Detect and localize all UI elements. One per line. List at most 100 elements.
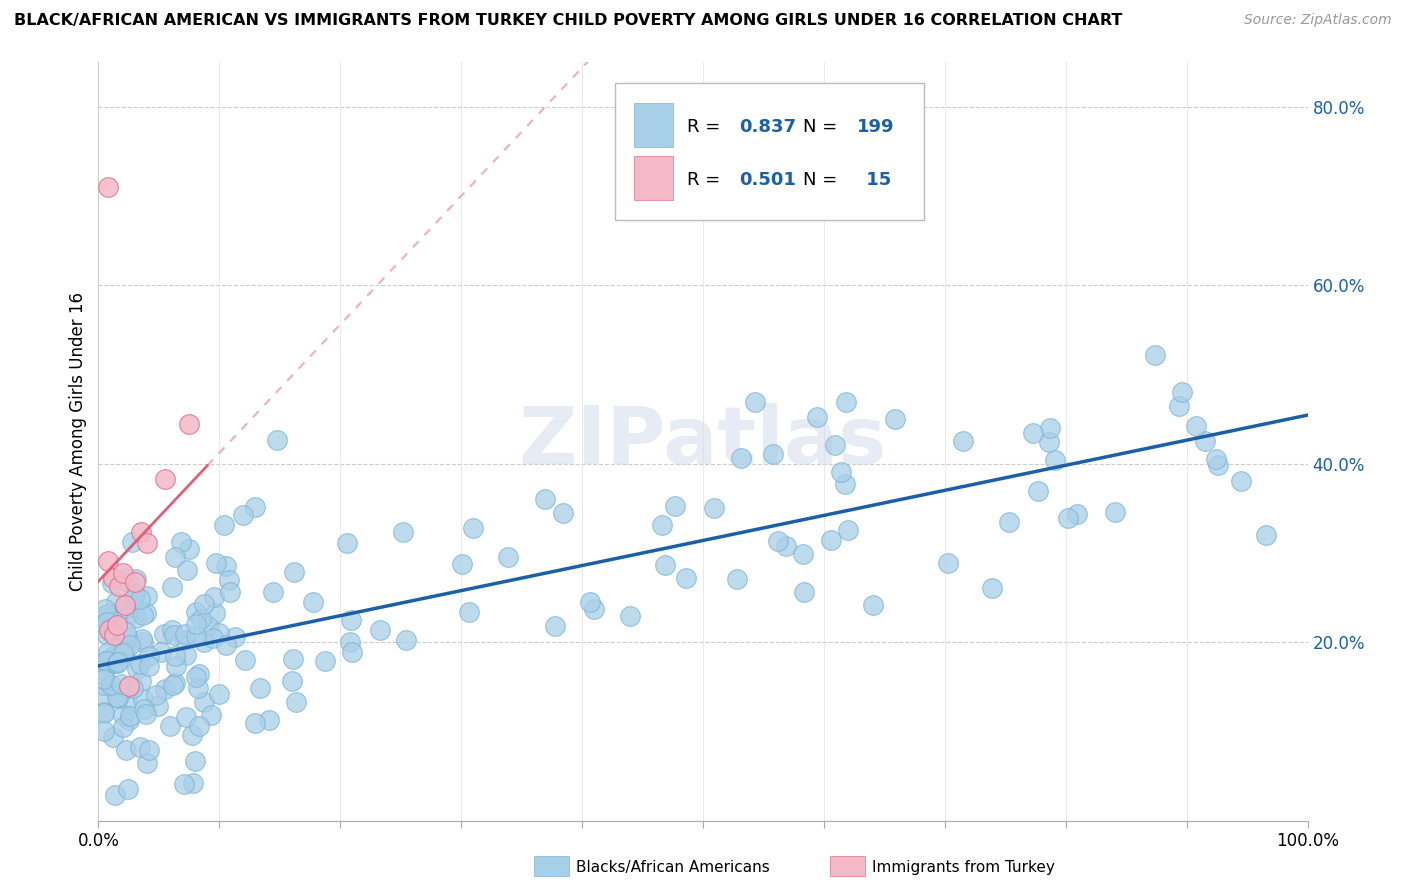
Y-axis label: Child Poverty Among Girls Under 16: Child Poverty Among Girls Under 16: [69, 292, 87, 591]
Point: [368, 624, 391, 638]
Point: [97, 554, 120, 568]
Point: [1045, 452, 1067, 467]
Point: [551, 506, 574, 520]
Point: [792, 585, 814, 599]
Point: [115, 742, 138, 756]
Point: [952, 434, 974, 448]
Point: [179, 417, 201, 431]
Point: [218, 584, 240, 599]
Point: [155, 682, 177, 697]
Point: [163, 676, 186, 690]
Point: [208, 626, 231, 640]
Point: [118, 679, 141, 693]
Point: [188, 719, 211, 733]
Point: [179, 542, 201, 557]
Point: [703, 500, 725, 515]
Point: [118, 709, 141, 723]
Point: [105, 685, 128, 699]
Point: [117, 574, 139, 589]
Point: [202, 590, 225, 604]
Point: [193, 695, 215, 709]
Point: [160, 624, 183, 638]
Point: [181, 776, 204, 790]
Text: ZIPatlas: ZIPatlas: [519, 402, 887, 481]
Point: [392, 524, 415, 539]
Point: [193, 634, 215, 648]
Point: [124, 586, 146, 600]
Point: [145, 688, 167, 702]
Point: [112, 720, 135, 734]
Point: [96, 628, 118, 642]
Point: [174, 648, 197, 662]
Point: [97, 645, 120, 659]
Point: [146, 698, 169, 713]
Point: [96, 653, 118, 667]
Point: [201, 632, 224, 646]
Point: [1057, 511, 1080, 525]
Point: [138, 743, 160, 757]
Point: [114, 571, 136, 585]
Point: [281, 651, 304, 665]
Point: [204, 606, 226, 620]
Point: [884, 412, 907, 426]
Point: [340, 613, 363, 627]
Point: [114, 598, 136, 612]
Point: [117, 782, 139, 797]
FancyBboxPatch shape: [634, 103, 672, 147]
Point: [150, 645, 173, 659]
Point: [834, 477, 856, 491]
Point: [97, 180, 120, 194]
Point: [281, 674, 304, 689]
Point: [190, 611, 212, 625]
Point: [862, 598, 884, 612]
Point: [108, 579, 131, 593]
Point: [533, 491, 555, 506]
Point: [249, 681, 271, 696]
Point: [93, 689, 115, 703]
Text: R =: R =: [688, 118, 727, 136]
Text: 0.837: 0.837: [740, 118, 796, 136]
Point: [806, 409, 828, 424]
Point: [1026, 483, 1049, 498]
Point: [135, 536, 157, 550]
Point: [651, 518, 673, 533]
Point: [165, 648, 187, 663]
Point: [224, 630, 246, 644]
Point: [128, 657, 150, 671]
Point: [544, 618, 567, 632]
Point: [283, 565, 305, 579]
Point: [619, 608, 641, 623]
Point: [792, 548, 814, 562]
Point: [184, 605, 207, 619]
Point: [135, 707, 157, 722]
Point: [117, 630, 139, 644]
Point: [835, 394, 858, 409]
Point: [98, 623, 121, 637]
Point: [233, 653, 256, 667]
Point: [762, 447, 785, 461]
Point: [1208, 458, 1230, 472]
Point: [664, 499, 686, 513]
Point: [266, 433, 288, 447]
Point: [132, 702, 155, 716]
Point: [200, 708, 222, 723]
Point: [675, 571, 697, 585]
Point: [100, 624, 122, 639]
Point: [176, 563, 198, 577]
Point: [174, 710, 197, 724]
Point: [104, 788, 127, 802]
Point: [1194, 434, 1216, 448]
Point: [165, 550, 187, 565]
Text: 199: 199: [856, 118, 894, 136]
Point: [245, 716, 267, 731]
FancyBboxPatch shape: [614, 83, 924, 220]
Point: [120, 638, 142, 652]
Point: [105, 618, 128, 632]
Point: [301, 595, 323, 609]
Point: [107, 655, 129, 669]
Point: [766, 534, 789, 549]
Point: [1167, 399, 1189, 413]
Point: [125, 611, 148, 625]
Point: [105, 656, 128, 670]
Point: [124, 575, 146, 590]
